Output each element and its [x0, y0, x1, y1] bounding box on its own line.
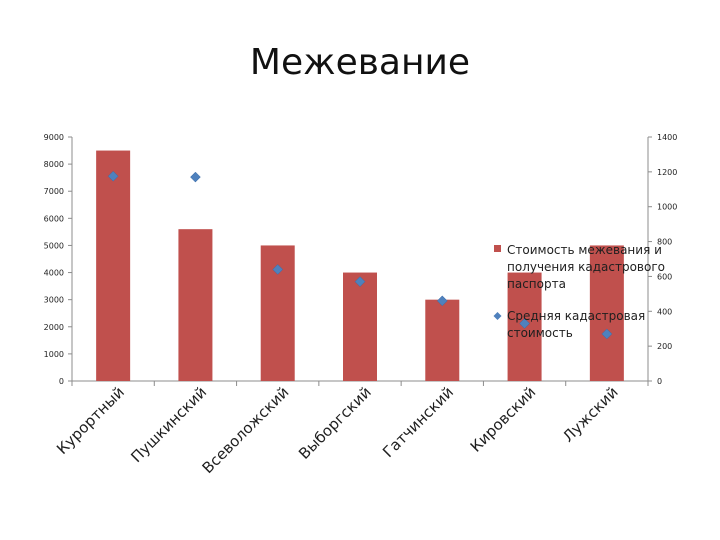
right-tick-label: 1400: [657, 133, 677, 142]
right-tick-label: 400: [657, 307, 672, 316]
left-tick-label: 4000: [44, 269, 64, 278]
category-label: Курортный: [53, 383, 128, 458]
category-label: Гатчинский: [379, 383, 457, 461]
legend: Стоимость межевания и получения кадастро…: [493, 243, 669, 340]
category-label: Кировский: [467, 383, 540, 456]
bar: [343, 272, 377, 381]
bar-series: [96, 150, 624, 381]
legend-swatch-bar: [494, 245, 501, 252]
bar: [178, 229, 213, 381]
left-tick-label: 2000: [44, 323, 64, 332]
marker-diamond: [107, 170, 119, 182]
right-tick-label: 1200: [657, 168, 677, 177]
bar: [589, 245, 624, 381]
marker-diamond: [354, 276, 366, 288]
marker-series: [107, 170, 613, 340]
category-label: Выборгский: [295, 383, 375, 463]
left-tick-label: 1000: [44, 350, 64, 359]
category-label: Лужский: [559, 383, 622, 446]
right-tick-label: 200: [657, 342, 672, 351]
marker-diamond: [190, 171, 201, 183]
slide-title: Межевание: [249, 42, 471, 83]
left-tick-label: 5000: [44, 241, 64, 250]
left-axis-ticks: 0 1000 2000 3000 4000 5000 6000 7000 8000 9000: [44, 133, 72, 386]
right-tick-label: 1000: [657, 203, 677, 212]
left-tick-label: 3000: [44, 296, 64, 305]
right-axis-ticks: 0 200 400 600 800 1000 1200 1400: [648, 133, 677, 386]
marker-diamond: [272, 264, 284, 275]
marker-diamond: [601, 328, 613, 340]
left-tick-label: 7000: [44, 187, 64, 196]
category-label: Пушкинский: [127, 383, 210, 466]
marker-diamond: [519, 318, 530, 329]
left-tick-label: 6000: [44, 214, 64, 223]
legend-swatch-diamond: [493, 312, 502, 320]
left-tick-label: 9000: [44, 133, 64, 142]
category-label: Всеволожский: [199, 383, 293, 477]
left-tick-label: 0: [59, 377, 64, 386]
right-tick-label: 800: [657, 238, 672, 247]
right-tick-label: 0: [657, 377, 662, 386]
legend-label-marker: Средняя кадастровая стоимость: [507, 309, 649, 340]
bar: [96, 150, 131, 381]
legend-label-bar: Стоимость межевания и получения кадастро…: [507, 243, 669, 291]
bar: [425, 299, 460, 381]
marker-diamond: [436, 295, 448, 307]
right-tick-label: 600: [657, 272, 672, 281]
left-tick-label: 8000: [44, 160, 64, 169]
